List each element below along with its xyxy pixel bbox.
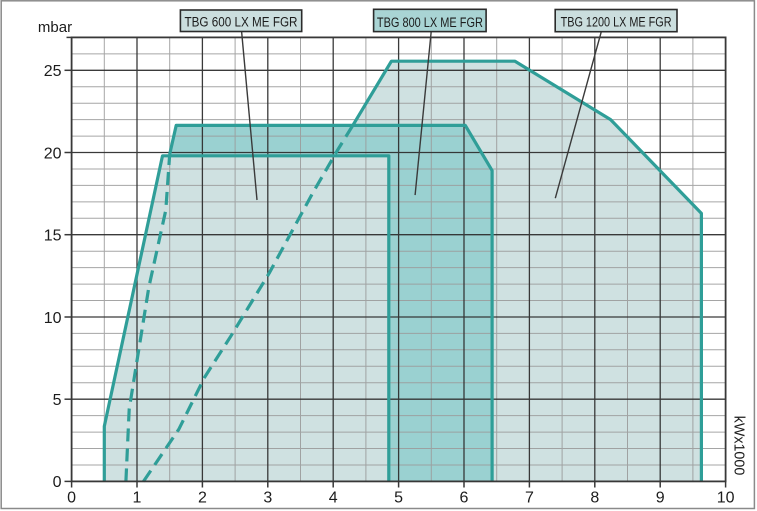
svg-text:5: 5: [53, 392, 62, 409]
svg-text:15: 15: [44, 228, 62, 245]
svg-text:8: 8: [590, 490, 599, 507]
svg-text:kWx1000: kWx1000: [731, 416, 747, 476]
svg-text:25: 25: [44, 63, 62, 80]
svg-text:mbar: mbar: [38, 19, 72, 36]
svg-text:TBG 1200 LX ME FGR: TBG 1200 LX ME FGR: [561, 15, 672, 30]
svg-text:1: 1: [133, 490, 142, 507]
svg-text:10: 10: [717, 490, 735, 507]
svg-text:7: 7: [525, 490, 534, 507]
svg-text:2: 2: [198, 490, 207, 507]
svg-text:TBG 800 LX ME FGR: TBG 800 LX ME FGR: [377, 15, 483, 30]
svg-text:0: 0: [67, 490, 76, 507]
svg-text:4: 4: [329, 490, 338, 507]
svg-text:6: 6: [460, 490, 469, 507]
svg-text:3: 3: [263, 490, 272, 507]
svg-text:TBG 600 LX ME FGR: TBG 600 LX ME FGR: [185, 15, 298, 30]
svg-text:20: 20: [44, 145, 62, 162]
svg-text:9: 9: [656, 490, 665, 507]
svg-text:5: 5: [394, 490, 403, 507]
svg-text:10: 10: [44, 310, 62, 327]
svg-text:0: 0: [53, 474, 62, 491]
